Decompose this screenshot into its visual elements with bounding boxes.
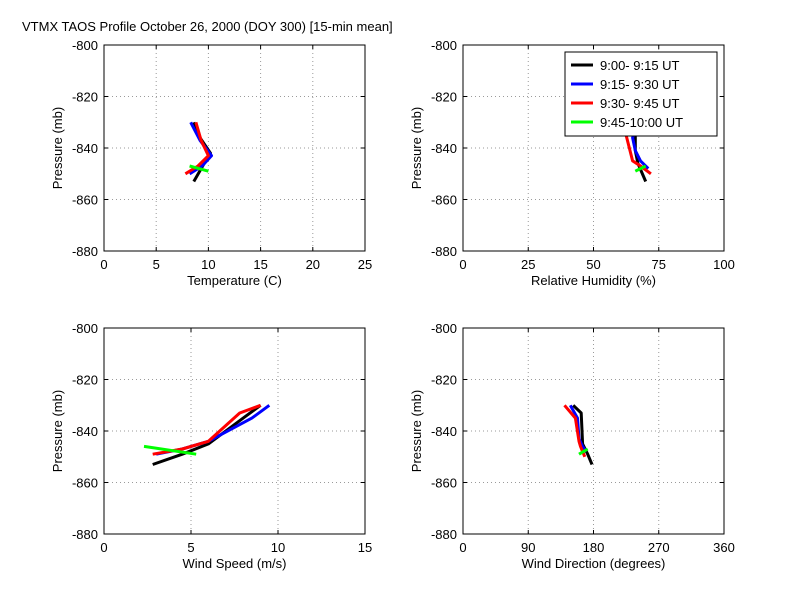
x-axis-label: Temperature (C) — [187, 273, 282, 288]
x-tick-label: 10 — [201, 257, 215, 272]
y-tick-label: -820 — [431, 90, 457, 105]
legend-label-1: 9:00- 9:15 UT — [600, 58, 680, 73]
series-line-4 — [634, 164, 647, 173]
x-tick-label: 0 — [100, 540, 107, 555]
y-axis-label: Pressure (mb) — [409, 107, 424, 189]
y-tick-label: -800 — [72, 38, 98, 53]
x-tick-label: 360 — [713, 540, 735, 555]
x-tick-label: 75 — [652, 257, 666, 272]
x-tick-label: 25 — [521, 257, 535, 272]
y-tick-label: -840 — [431, 424, 457, 439]
series-line-4 — [143, 444, 197, 456]
y-axis-label: Pressure (mb) — [409, 390, 424, 472]
x-tick-label: 0 — [100, 257, 107, 272]
y-axis-label: Pressure (mb) — [50, 107, 65, 189]
x-tick-label: 180 — [583, 540, 605, 555]
y-tick-label: -800 — [431, 321, 457, 336]
legend: 9:00- 9:15 UT 9:15- 9:30 UT 9:30- 9:45 UT 9… — [564, 51, 718, 137]
y-axis-label: Pressure (mb) — [50, 390, 65, 472]
x-tick-label: 90 — [521, 540, 535, 555]
plot-area — [104, 45, 365, 251]
chart-wind-speed: 0 5 10 15 -880 -860 -840 -820 -800 Wind Speed (m/… — [50, 321, 372, 571]
series-line-3 — [563, 404, 587, 458]
plot-area — [463, 328, 724, 534]
x-tick-label: 25 — [358, 257, 372, 272]
chart-temperature: 0 5 10 15 20 25 -880 -860 -840 -820 -800 Temperatur… — [50, 38, 372, 288]
y-tick-label: -880 — [72, 244, 98, 259]
series-line-4 — [189, 164, 209, 173]
y-tick-label: -840 — [72, 141, 98, 156]
y-tick-label: -860 — [72, 476, 98, 491]
x-tick-label: 15 — [358, 540, 372, 555]
y-tick-label: -840 — [72, 424, 98, 439]
x-tick-label: 0 — [459, 540, 466, 555]
x-tick-label: 270 — [648, 540, 670, 555]
chart-relative-humidity: 0 25 50 75 100 -880 -860 -840 -820 -800 Relative H… — [409, 38, 735, 288]
x-tick-label: 20 — [306, 257, 320, 272]
x-tick-label: 5 — [153, 257, 160, 272]
x-tick-label: 50 — [586, 257, 600, 272]
y-tick-label: -880 — [72, 527, 98, 542]
y-tick-label: -800 — [72, 321, 98, 336]
y-tick-label: -880 — [431, 244, 457, 259]
y-tick-label: -820 — [72, 373, 98, 388]
figure-title: VTMX TAOS Profile October 26, 2000 (DOY … — [22, 19, 393, 34]
legend-label-4: 9:45-10:00 UT — [600, 115, 683, 130]
y-tick-label: -860 — [431, 193, 457, 208]
chart-wind-direction: 0 90 180 270 360 -880 -860 -840 -820 -800 Wind Dir… — [409, 321, 735, 571]
plot-area — [104, 328, 365, 534]
y-tick-label: -860 — [431, 476, 457, 491]
legend-label-3: 9:30- 9:45 UT — [600, 96, 680, 111]
x-tick-label: 100 — [713, 257, 735, 272]
x-axis-label: Wind Direction (degrees) — [522, 556, 666, 571]
x-tick-label: 0 — [459, 257, 466, 272]
y-tick-label: -840 — [431, 141, 457, 156]
x-axis-label: Wind Speed (m/s) — [182, 556, 286, 571]
series-line-4 — [578, 447, 589, 456]
x-tick-label: 15 — [253, 257, 267, 272]
x-axis-label: Relative Humidity (%) — [531, 273, 656, 288]
y-tick-label: -860 — [72, 193, 98, 208]
y-tick-label: -820 — [72, 90, 98, 105]
y-tick-label: -820 — [431, 373, 457, 388]
y-tick-label: -880 — [431, 527, 457, 542]
series-line-1 — [152, 404, 262, 466]
y-tick-label: -800 — [431, 38, 457, 53]
x-tick-label: 5 — [187, 540, 194, 555]
x-tick-label: 10 — [271, 540, 285, 555]
legend-label-2: 9:15- 9:30 UT — [600, 77, 680, 92]
